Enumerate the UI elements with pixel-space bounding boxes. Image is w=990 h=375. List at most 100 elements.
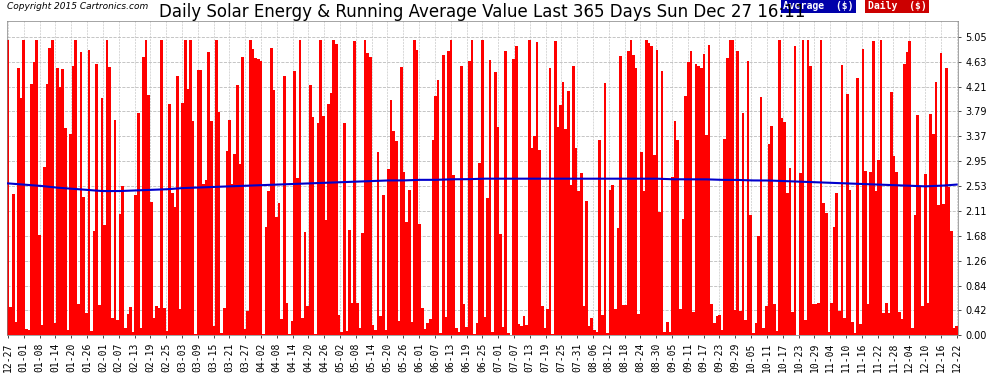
Bar — [36, 40, 38, 335]
Bar — [384, 330, 387, 335]
Bar — [424, 329, 427, 335]
Bar — [322, 116, 325, 335]
Bar — [155, 306, 157, 335]
Bar — [197, 70, 200, 335]
Bar — [49, 48, 51, 335]
Bar — [528, 40, 531, 335]
Bar — [56, 68, 58, 335]
Bar — [942, 204, 944, 335]
Bar — [843, 318, 845, 335]
Bar — [366, 53, 369, 335]
Bar — [567, 91, 569, 335]
Bar — [906, 52, 909, 335]
Bar — [940, 53, 942, 335]
Bar — [335, 44, 338, 335]
Bar — [839, 311, 841, 335]
Bar — [859, 324, 861, 335]
Bar — [356, 303, 358, 335]
Bar — [69, 134, 72, 335]
Bar — [421, 308, 424, 335]
Bar — [140, 328, 143, 335]
Bar — [361, 233, 363, 335]
Bar — [890, 92, 893, 335]
Bar — [168, 104, 171, 335]
Bar — [749, 215, 752, 335]
Bar — [85, 314, 87, 335]
Bar — [468, 61, 470, 335]
Bar — [145, 40, 148, 335]
Bar — [419, 225, 421, 335]
Bar — [58, 87, 61, 335]
Bar — [61, 69, 64, 335]
Bar — [952, 328, 955, 335]
Bar — [122, 186, 124, 335]
Bar — [242, 57, 244, 335]
Bar — [588, 326, 590, 335]
Bar — [791, 312, 794, 335]
Bar — [944, 68, 947, 335]
Bar — [95, 64, 98, 335]
Bar — [280, 319, 283, 335]
Bar — [473, 333, 476, 335]
Bar — [531, 148, 534, 335]
Bar — [773, 304, 775, 335]
Bar — [46, 84, 49, 335]
Bar — [130, 308, 132, 335]
Bar — [655, 50, 658, 335]
Bar — [689, 51, 692, 335]
Bar — [609, 190, 612, 335]
Bar — [30, 84, 33, 335]
Bar — [33, 62, 36, 335]
Bar — [932, 134, 935, 335]
Bar — [267, 191, 270, 335]
Bar — [299, 40, 301, 335]
Bar — [700, 68, 703, 335]
Bar — [580, 173, 583, 335]
Bar — [606, 333, 609, 335]
Bar — [111, 318, 114, 335]
Bar — [363, 40, 366, 335]
Bar — [116, 320, 119, 335]
Bar — [676, 140, 679, 335]
Bar — [754, 323, 757, 335]
Bar — [28, 330, 30, 335]
Bar — [697, 66, 700, 335]
Bar — [173, 207, 176, 335]
Bar — [732, 40, 734, 335]
Bar — [882, 313, 885, 335]
Bar — [935, 82, 938, 335]
Bar — [770, 126, 773, 335]
Bar — [9, 307, 12, 335]
Bar — [257, 59, 259, 335]
Bar — [427, 323, 429, 335]
Bar — [390, 100, 392, 335]
Bar — [205, 180, 207, 335]
Bar — [534, 136, 536, 335]
Bar — [221, 333, 223, 335]
Bar — [861, 50, 864, 335]
Bar — [236, 85, 239, 335]
Bar — [911, 328, 914, 335]
Bar — [869, 172, 872, 335]
Bar — [249, 40, 251, 335]
Bar — [44, 167, 46, 335]
Bar — [515, 46, 518, 335]
Bar — [15, 322, 17, 335]
Bar — [346, 331, 348, 335]
Bar — [903, 64, 906, 335]
Bar — [507, 333, 510, 335]
Bar — [841, 65, 843, 335]
Bar — [132, 332, 135, 335]
Bar — [358, 328, 361, 335]
Bar — [796, 334, 799, 335]
Bar — [98, 305, 101, 335]
Bar — [481, 40, 484, 335]
Bar — [437, 80, 440, 335]
Bar — [817, 303, 820, 335]
Bar — [247, 311, 249, 335]
Bar — [371, 325, 374, 335]
Bar — [272, 90, 275, 335]
Bar — [593, 330, 596, 335]
Bar — [184, 40, 186, 335]
Bar — [259, 61, 262, 335]
